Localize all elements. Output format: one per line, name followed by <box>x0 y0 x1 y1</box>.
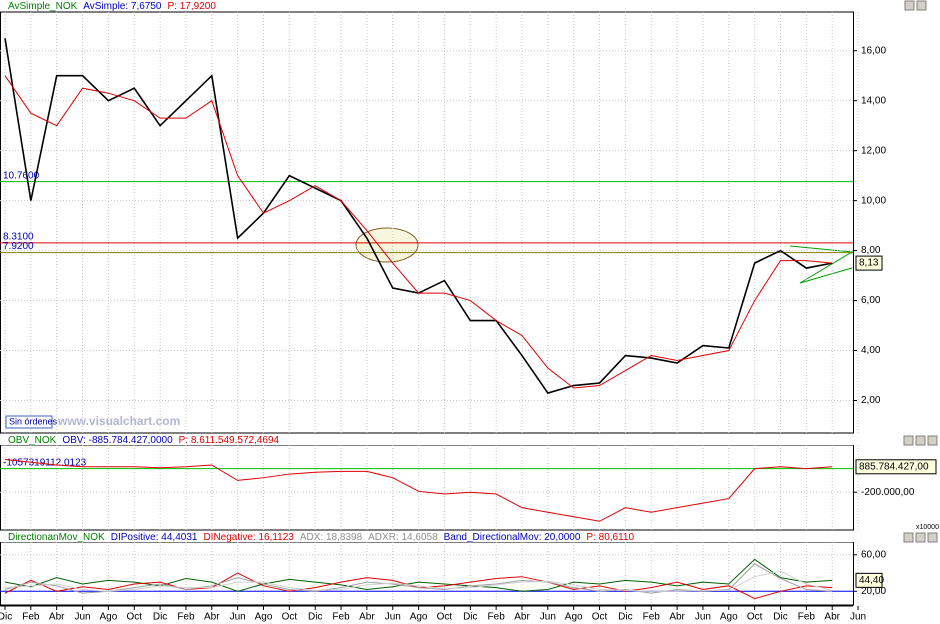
highlight-ellipse <box>355 227 419 263</box>
header-item: DIPositive: 44,4031 <box>111 532 198 543</box>
x-tick-label: Dic <box>463 612 477 623</box>
button[interactable] <box>927 435 938 446</box>
panel-header: AvSimple_NOK AvSimple: 7,6750 P: 17,9200 <box>8 1 216 12</box>
x-tick-label: Feb <box>643 612 661 623</box>
y-tick-label: 6,00 <box>861 295 881 306</box>
x-tick-label: Oct <box>126 612 142 623</box>
x-tick-label: Oct <box>592 612 608 623</box>
header-bar <box>0 532 900 542</box>
panel-frame <box>0 11 854 434</box>
x-tick-label: Ago <box>565 612 583 623</box>
level-label: -1057319112.0123 <box>3 457 87 468</box>
header-bar <box>0 1 900 11</box>
x-tick-label: Abr <box>514 612 530 623</box>
x-tick-label: Ago <box>410 612 428 623</box>
last-value-label: 44,40 <box>859 575 884 586</box>
button[interactable] <box>927 532 938 543</box>
x-tick-label: Feb <box>332 612 350 623</box>
header-bar <box>0 435 900 445</box>
x-tick-label: Dic <box>0 612 12 623</box>
header-item: P: 8.611.549.572,4694 <box>179 435 280 446</box>
x-tick-label: Abr <box>359 612 375 623</box>
header-item: DINegative: 16,1123 <box>203 532 294 543</box>
series-line <box>4 75 833 389</box>
triangle-pattern <box>789 245 854 284</box>
last-value-box <box>855 572 883 588</box>
header-item: DirectionanMov_NOK <box>8 532 105 543</box>
y-tick-label: 14,00 <box>861 95 886 106</box>
x-tick-label: Jun <box>850 612 866 623</box>
x-tick-label: Ago <box>100 612 118 623</box>
header-item: OBV_NOK <box>8 435 57 446</box>
x-tick-label: Abr <box>669 612 685 623</box>
x-tick-label: Jun <box>540 612 556 623</box>
y-tick-label: 20,00 <box>861 586 886 597</box>
series-line <box>4 459 833 522</box>
header-item: Band_DirectionalMov: 20,0000 <box>444 532 581 543</box>
x-tick-label: Feb <box>798 612 816 623</box>
last-value-box <box>855 255 883 271</box>
last-value-label: 8,13 <box>859 258 879 269</box>
panel-header: OBV_NOK OBV: -885.784.427,0000 P: 8.611.54… <box>8 435 280 446</box>
header-item: P: 80,6110 <box>586 532 634 543</box>
level-label: 7.9200 <box>3 241 34 252</box>
header-item: AvSimple: 7,6750 <box>83 1 162 12</box>
header-item: ADXR: 14,6058 <box>368 532 438 543</box>
x-tick-label: Jun <box>74 612 90 623</box>
y-tick-label: 12,00 <box>861 145 886 156</box>
header-item: OBV: -885.784.427,0000 <box>62 435 173 446</box>
scale-note: x10000 <box>916 524 939 531</box>
y-tick-label: 10,00 <box>861 195 886 206</box>
header-item: P: 17,9200 <box>168 1 217 12</box>
last-value-label: 885.784.427,00 <box>859 461 929 472</box>
x-tick-label: Ago <box>255 612 273 623</box>
header-item: ADX: 18,8398 <box>300 532 363 543</box>
y-tick-label: 2,00 <box>861 395 881 406</box>
button[interactable] <box>904 0 915 11</box>
header-item: AvSimple_NOK <box>8 1 78 12</box>
x-tick-label: Feb <box>177 612 195 623</box>
x-tick-label: Feb <box>22 612 40 623</box>
window-buttons <box>903 0 938 543</box>
button[interactable] <box>903 435 914 446</box>
x-tick-label: Abr <box>204 612 220 623</box>
orders-box <box>5 415 53 429</box>
x-tick-label: Feb <box>488 612 506 623</box>
x-tick-label: Dic <box>618 612 632 623</box>
y-tick-label: 4,00 <box>861 345 881 356</box>
y-tick-label: -200.000,00 <box>861 487 915 498</box>
button[interactable] <box>903 532 914 543</box>
x-tick-label: Dic <box>773 612 787 623</box>
x-tick-label: Jun <box>230 612 246 623</box>
y-tick-label: 8,00 <box>861 245 881 256</box>
x-tick-label: Oct <box>747 612 763 623</box>
x-tick-label: Jun <box>695 612 711 623</box>
level-label: 8.3100 <box>3 232 34 243</box>
y-tick-label: 60,00 <box>861 549 886 560</box>
x-tick-label: Oct <box>437 612 453 623</box>
x-tick-label: Abr <box>824 612 840 623</box>
x-tick-label: Dic <box>308 612 322 623</box>
x-tick-label: Jun <box>385 612 401 623</box>
button[interactable] <box>915 532 926 543</box>
x-tick-label: Dic <box>153 612 167 623</box>
panel-header: DirectionanMov_NOK DIPositive: 44,4031 DIN… <box>8 532 634 543</box>
watermark: www.visualchart.com <box>57 414 180 428</box>
button[interactable] <box>915 435 926 446</box>
y-tick-label: 16,00 <box>861 45 886 56</box>
x-tick-label: Ago <box>720 612 738 623</box>
button[interactable] <box>916 0 927 11</box>
orders-label: Sin órdenes <box>9 416 58 426</box>
x-tick-label: Abr <box>49 612 65 623</box>
x-tick-label: Oct <box>282 612 298 623</box>
series-line <box>4 570 833 592</box>
level-label: 10.7600 <box>3 170 40 181</box>
last-value-box <box>855 459 937 475</box>
